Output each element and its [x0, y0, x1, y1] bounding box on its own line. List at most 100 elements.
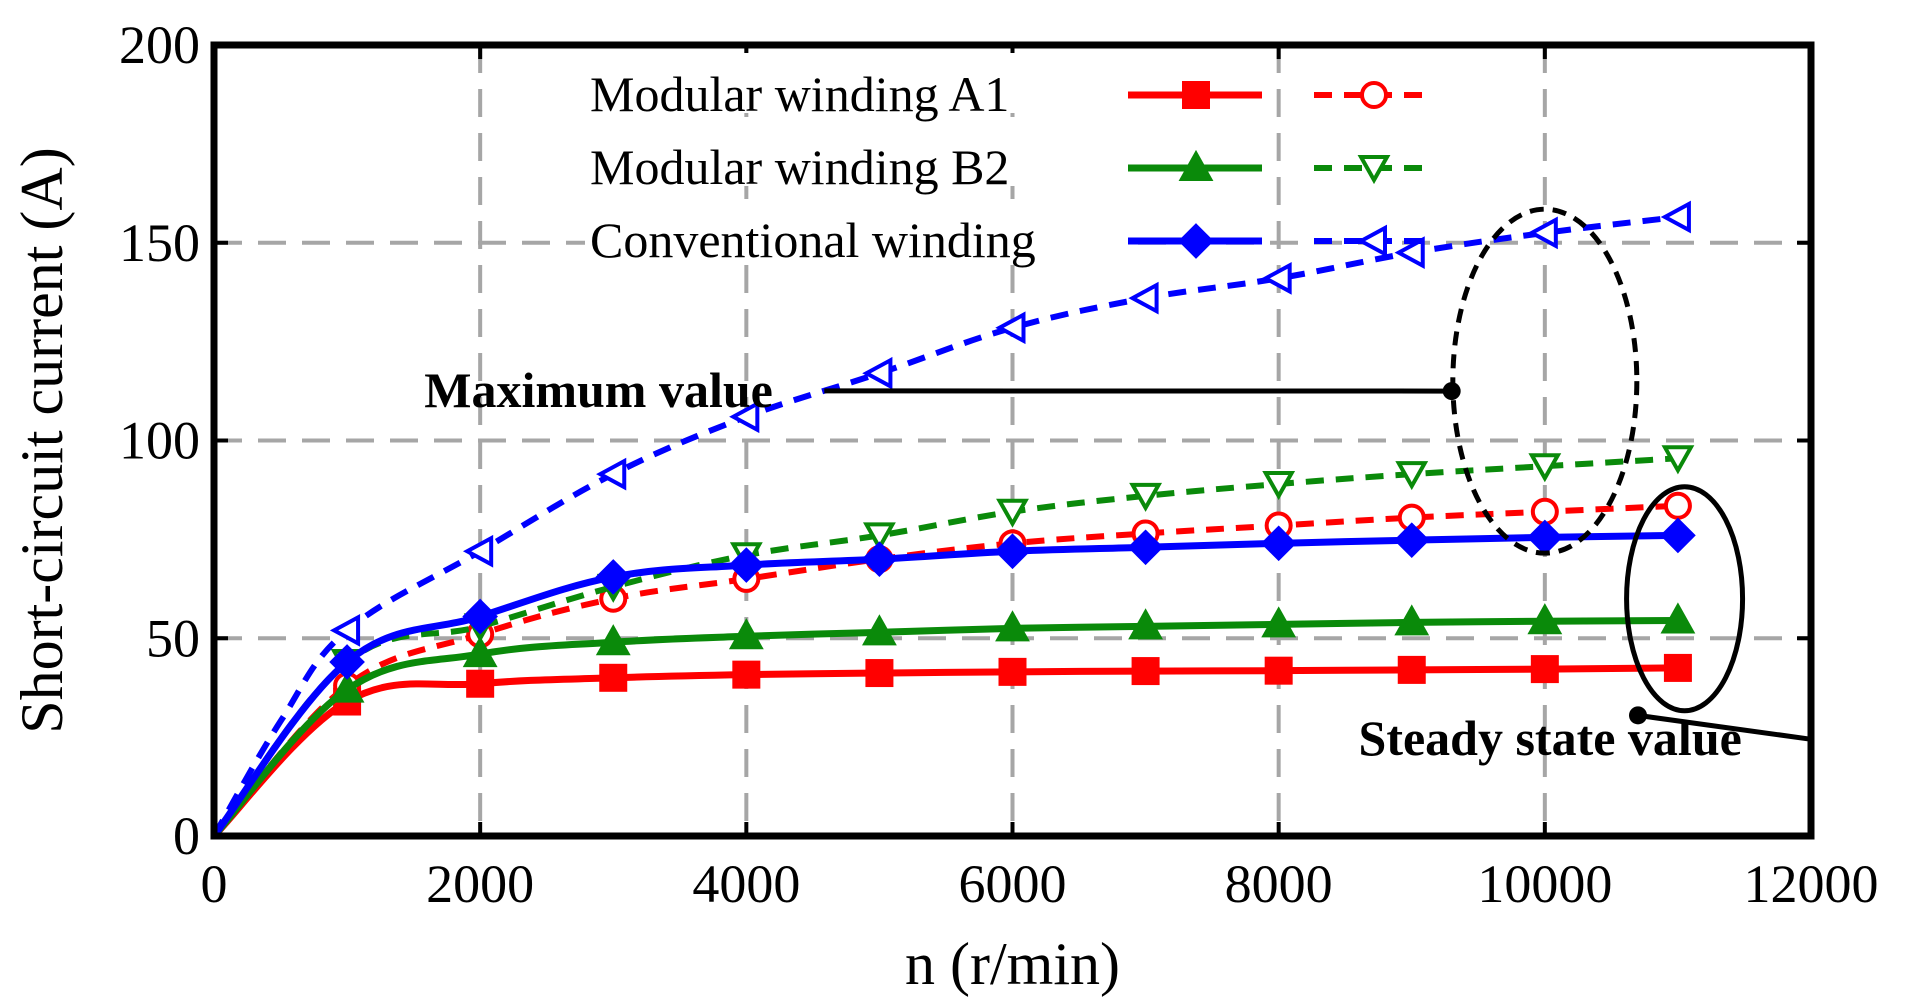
y-tick-label: 200: [119, 15, 200, 75]
data-point: [1663, 653, 1692, 682]
series-group: [211, 200, 1696, 839]
legend-marker: [1178, 149, 1214, 181]
data-point: [862, 522, 896, 552]
data-point: [462, 598, 498, 635]
data-point: [996, 498, 1029, 528]
y-tick-label: 100: [119, 411, 200, 471]
data-point: [1260, 525, 1297, 562]
y-tick-label: 0: [173, 806, 200, 866]
data-point: [466, 669, 495, 698]
data-point: [599, 663, 628, 692]
data-point: [1395, 461, 1429, 491]
series-5: [211, 200, 1691, 838]
data-point: [462, 635, 498, 668]
y-axis-label: Short-circuit current (A): [9, 147, 75, 733]
data-point: [1397, 655, 1426, 684]
data-point: [729, 400, 760, 434]
data-point: [1393, 522, 1430, 558]
data-point: [329, 671, 365, 703]
data-point: [994, 533, 1031, 570]
legend-marker: [1182, 81, 1210, 109]
data-point: [1394, 236, 1425, 269]
data-point: [995, 311, 1026, 345]
data-point: [595, 624, 631, 656]
data-point: [1660, 602, 1696, 634]
annotation-1: Steady state value: [1359, 706, 1809, 766]
data-point: [1261, 261, 1292, 295]
data-point: [862, 614, 897, 646]
legend-label: Conventional winding: [590, 212, 1036, 268]
legend-label: Modular winding B2: [590, 139, 1009, 195]
x-axis-label: n (r/min): [905, 931, 1120, 997]
data-point: [1527, 216, 1558, 250]
legend-item-0: Modular winding A1: [585, 53, 1432, 122]
data-point: [862, 356, 893, 390]
x-tick-label: 8000: [1225, 854, 1333, 914]
data-point: [1394, 604, 1430, 636]
data-point: [728, 547, 765, 583]
y-tick-label: 50: [146, 608, 200, 668]
data-point: [1128, 281, 1159, 315]
data-point: [595, 559, 632, 595]
legend-marker-max: [1360, 81, 1388, 109]
series-1: [211, 491, 1692, 838]
x-tick-label: 10000: [1477, 854, 1612, 914]
maximum-ellipse: [1450, 206, 1640, 556]
data-point: [1660, 200, 1691, 234]
data-point: [1527, 519, 1563, 556]
legend-text-bg: [585, 53, 1130, 113]
data-point: [1528, 453, 1562, 483]
annotation-label: Steady state value: [1359, 710, 1742, 766]
legend-marker-max: [1356, 224, 1387, 258]
data-point: [329, 644, 365, 680]
data-point: [1262, 471, 1296, 501]
legend-item-1: Modular winding B2: [585, 126, 1432, 195]
annotation-pointer-dot: [1442, 382, 1461, 401]
data-point: [329, 613, 361, 647]
data-point: [732, 660, 761, 689]
legend-marker-max: [1357, 155, 1391, 185]
series-4: [211, 517, 1696, 839]
x-tick-label: 4000: [692, 854, 800, 914]
legend-label: Modular winding A1: [590, 66, 1009, 122]
tick-group: 0 2000 4000 6000 8000 10000 12000 0 50 100 150 200: [119, 15, 1879, 914]
data-point: [1128, 608, 1163, 640]
steady-state-ellipse: [1624, 484, 1746, 714]
data-point: [995, 610, 1030, 642]
data-point: [1261, 606, 1297, 638]
x-tick-label: 12000: [1744, 854, 1879, 914]
annotation-label: Maximum value: [424, 362, 773, 418]
data-point: [998, 657, 1027, 686]
legend-marker: [1178, 223, 1214, 259]
legend: Modular winding A1 Modular winding B2 Conv…: [585, 53, 1432, 268]
data-point: [728, 618, 764, 650]
series-2: [211, 602, 1696, 839]
y-tick-label: 150: [119, 213, 200, 273]
data-point: [462, 534, 494, 568]
data-point: [1131, 657, 1160, 686]
legend-text-bg: [585, 126, 1130, 186]
annotation-group: Maximum value Steady state value: [424, 206, 1809, 766]
data-point: [1264, 656, 1293, 685]
legend-item-2: Conventional winding: [585, 199, 1432, 268]
data-point: [1127, 529, 1164, 566]
x-tick-label: 6000: [959, 854, 1067, 914]
x-tick-label: 0: [201, 854, 228, 914]
data-point: [1530, 655, 1559, 684]
x-tick-label: 2000: [426, 854, 534, 914]
data-point: [1129, 482, 1163, 512]
annotation-0: Maximum value: [424, 362, 1461, 418]
legend-text-bg: [585, 199, 1130, 259]
data-point: [596, 457, 627, 491]
data-point: [861, 541, 898, 577]
annotation-pointer: [1637, 712, 1809, 742]
data-point: [1661, 445, 1695, 475]
data-point: [1527, 603, 1563, 635]
data-point: [865, 659, 894, 688]
series-3: [211, 445, 1695, 838]
data-point: [1660, 517, 1696, 554]
series-line: [211, 455, 1679, 838]
data-point: [1663, 491, 1692, 520]
annotation-pointer-dot: [1628, 706, 1647, 725]
